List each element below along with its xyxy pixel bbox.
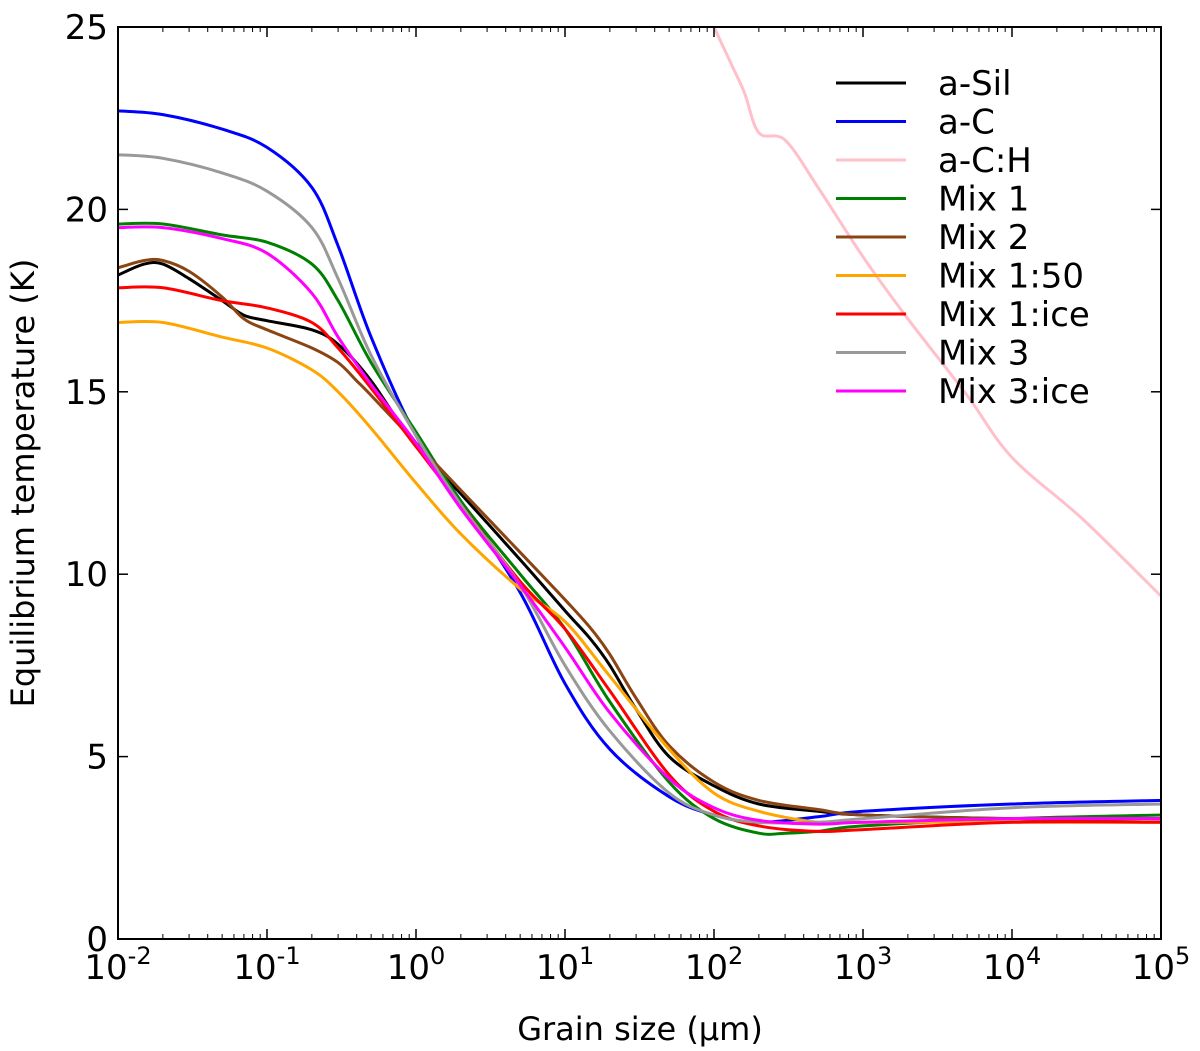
y-tick-label: 20	[65, 190, 108, 230]
legend-label-mix-1: Mix 1	[938, 180, 1029, 220]
x-tick-label: 102	[685, 942, 744, 988]
x-axis-title: Grain size (μm)	[517, 1010, 763, 1048]
x-tick-label: 104	[983, 942, 1042, 988]
x-tick-label: 10-1	[233, 942, 300, 988]
y-tick-label: 0	[86, 920, 108, 960]
legend-label-mix-2: Mix 2	[938, 218, 1029, 258]
x-tick-label: 10-2	[84, 942, 151, 988]
y-axis: 0 5 10 15 20 25	[65, 8, 1161, 960]
plot-frame	[117, 26, 1162, 940]
series-line-a-c-h	[712, 27, 1161, 598]
series-line-mix-3	[118, 153, 1161, 825]
y-tick-label: 15	[65, 373, 108, 413]
x-axis: 10-2 10-1 100 101 102 103 104 105	[84, 27, 1190, 988]
x-tick-label: 105	[1132, 942, 1191, 988]
x-tick-label: 100	[387, 942, 446, 988]
legend-label-mix-3: Mix 3	[938, 334, 1029, 374]
x-tick-label: 103	[834, 942, 893, 988]
x-tick-label: 101	[536, 942, 595, 988]
legend-label-mix-3-ice: Mix 3:ice	[938, 372, 1090, 412]
legend-label-a-c: a-C	[938, 103, 995, 143]
plot-area	[118, 27, 1161, 939]
legend-label-mix-1-ice: Mix 1:ice	[938, 295, 1090, 335]
legend-label-a-sil: a-Sil	[938, 64, 1012, 104]
y-axis-title: Equilibrium temperature (K)	[4, 259, 42, 708]
legend-label-mix-1-50: Mix 1:50	[938, 257, 1084, 297]
y-tick-label: 10	[65, 555, 108, 595]
y-tick-label: 25	[65, 8, 108, 48]
legend-label-a-c-h: a-C:H	[938, 141, 1032, 181]
series-layer	[118, 27, 1161, 836]
series-line-mix-1-ice	[118, 285, 1161, 834]
y-tick-label: 5	[86, 738, 108, 778]
series-line-mix-3-ice	[118, 225, 1161, 826]
